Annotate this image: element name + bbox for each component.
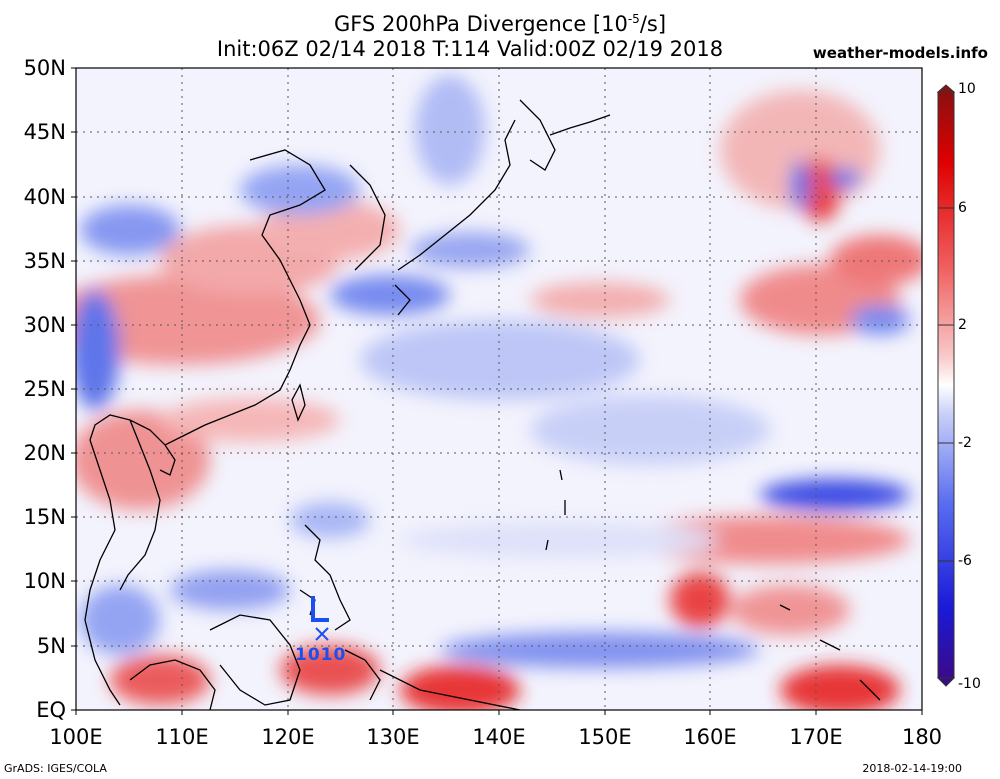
lat-label-5n: 5N — [36, 634, 66, 658]
lat-label-15n: 15N — [23, 505, 66, 529]
lon-label-160e: 160E — [683, 725, 737, 749]
lon-label-100e: 100E — [49, 725, 103, 749]
axis-ticks — [71, 67, 923, 715]
low-center-x-icon — [315, 627, 329, 641]
lat-label-45n: 45N — [23, 120, 66, 144]
lat-label-30n: 30N — [23, 313, 66, 337]
low-pressure-marker — [311, 596, 329, 641]
lat-label-35n: 35N — [23, 249, 66, 273]
map-title: GFS 200hPa Divergence [10-5/s] — [333, 12, 667, 36]
lon-label-140e: 140E — [472, 725, 526, 749]
colorbar-label-10: 10 — [958, 81, 976, 97]
lon-label-120e: 120E — [261, 725, 315, 749]
lat-label-eq: EQ — [36, 698, 66, 722]
lon-label-170e: 170E — [789, 725, 843, 749]
lon-label-180: 180 — [901, 725, 943, 749]
lon-label-130e: 130E — [366, 725, 420, 749]
lon-label-110e: 110E — [155, 725, 209, 749]
lon-label-150e: 150E — [578, 725, 632, 749]
low-pressure-value: 1010 — [295, 645, 347, 665]
footer-timestamp: 2018-02-14-19:00 — [862, 762, 962, 775]
colorbar-label-6: 6 — [958, 200, 967, 216]
site-credit: weather-models.info — [812, 44, 988, 62]
footer-credit: GrADS: IGES/COLA — [4, 762, 107, 775]
low-letter-glyph — [311, 596, 329, 622]
lat-label-10n: 10N — [23, 569, 66, 593]
colorbar-label-m10: -10 — [958, 676, 981, 692]
divergence-field — [76, 68, 922, 710]
lat-label-40n: 40N — [23, 185, 66, 209]
lat-label-25n: 25N — [23, 377, 66, 401]
map-subtitle: Init:06Z 02/14 2018 T:114 Valid:00Z 02/1… — [216, 37, 724, 61]
colorbar-label-2: 2 — [958, 317, 967, 333]
colorbar-label-m6: -6 — [958, 553, 972, 569]
lat-label-20n: 20N — [23, 441, 66, 465]
colorbar — [936, 84, 956, 687]
lat-label-50n: 50N — [23, 56, 66, 80]
graticule — [76, 68, 922, 710]
coastlines — [84, 99, 881, 710]
colorbar-label-m2: -2 — [958, 435, 972, 451]
